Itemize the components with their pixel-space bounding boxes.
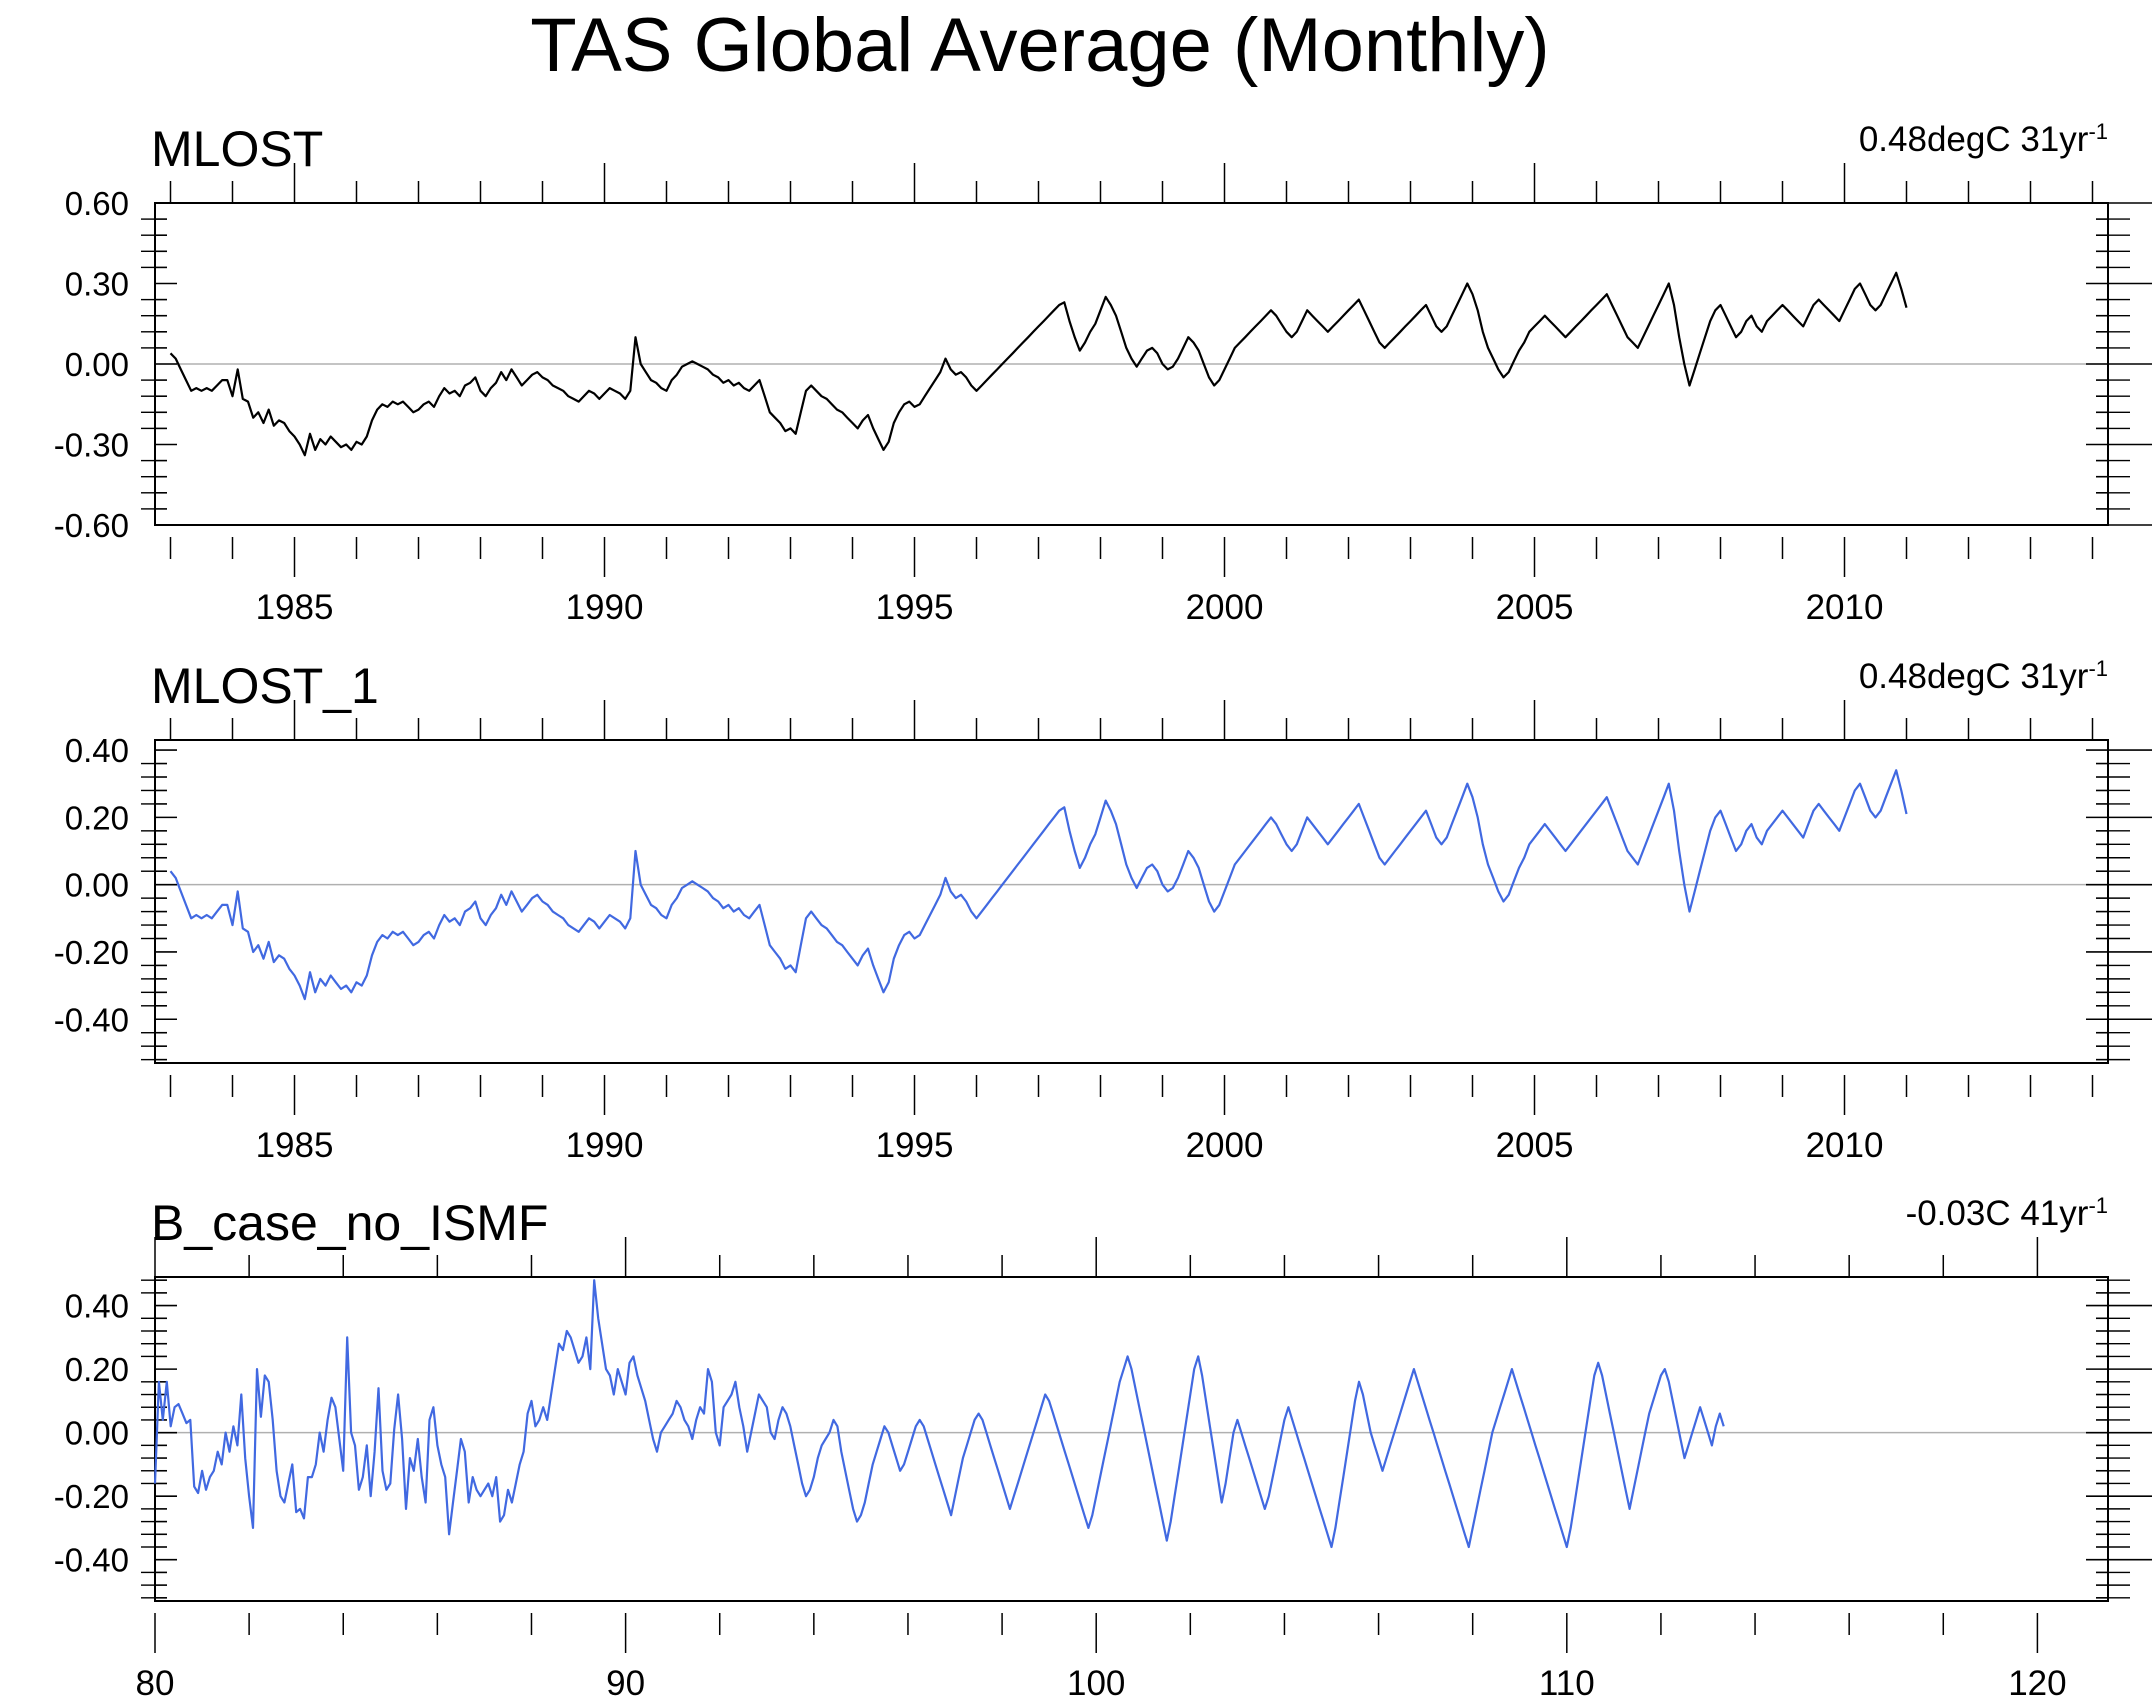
panel-title: MLOST_1 [151,658,379,714]
y-tick-label: 0.30 [65,266,129,303]
panel-title: B_case_no_ISMF [151,1195,548,1251]
y-tick-label: 0.20 [65,799,129,836]
x-tick-label: 2010 [1806,1126,1884,1165]
panel-title: MLOST [151,121,323,177]
y-tick-label: -0.40 [54,1542,129,1579]
y-tick-label: 0.40 [65,732,129,769]
trend-label: -0.03C 41yr-1 [1906,1193,2108,1234]
x-tick-label: 2005 [1496,1126,1574,1165]
y-tick-label: -0.40 [54,1001,129,1038]
x-tick-label: 100 [1067,1664,1125,1703]
y-tick-label: 0.00 [65,867,129,904]
x-tick-label: 2010 [1806,588,1884,627]
trend-label: 0.48degC 31yr-1 [1859,656,2108,697]
panel-mlost: MLOST 0.48degC 31yr-1 -0.60 -0.30 0.00 0.30 0.… [54,119,2152,627]
y-tick-label: 0.00 [65,346,129,383]
x-tick-label: 2000 [1186,1126,1264,1165]
y-tick-label: -0.30 [54,427,129,464]
plot-frame [154,739,2109,1064]
x-tick-label: 120 [2008,1664,2066,1703]
trend-label: 0.48degC 31yr-1 [1859,119,2108,160]
y-tick-label: -0.60 [54,507,129,544]
y-tick-label: 0.20 [65,1351,129,1388]
panel-b-case-no-ismf: B_case_no_ISMF -0.03C 41yr-1 -0.40 -0.20 0.0… [54,1193,2152,1703]
y-tick-label: -0.20 [54,1478,129,1515]
series-line [169,769,1908,1001]
x-tick-label: 1990 [566,1126,644,1165]
series-line [169,271,1908,457]
y-tick-label: -0.20 [54,934,129,971]
series-line [153,1279,1725,1549]
y-tick-label: 0.40 [65,1288,129,1325]
y-tick-label: 0.00 [65,1415,129,1452]
x-tick-label: 90 [606,1664,645,1703]
y-tick-label: 0.60 [65,185,129,222]
x-tick-label: 80 [136,1664,175,1703]
x-tick-label: 110 [1539,1664,1595,1703]
x-tick-label: 2000 [1186,588,1264,627]
chart-main-title: TAS Global Average (Monthly) [530,3,1550,88]
x-tick-label: 1990 [566,588,644,627]
x-tick-label: 1995 [876,588,954,627]
x-tick-label: 1995 [876,1126,954,1165]
x-tick-label: 2005 [1496,588,1574,627]
panel-mlost-1: MLOST_1 0.48degC 31yr-1 -0.40 -0.20 0.00 0.20… [54,656,2152,1165]
plot-frame [154,1276,2109,1602]
x-tick-label: 1985 [256,1126,334,1165]
x-tick-label: 1985 [256,588,334,627]
